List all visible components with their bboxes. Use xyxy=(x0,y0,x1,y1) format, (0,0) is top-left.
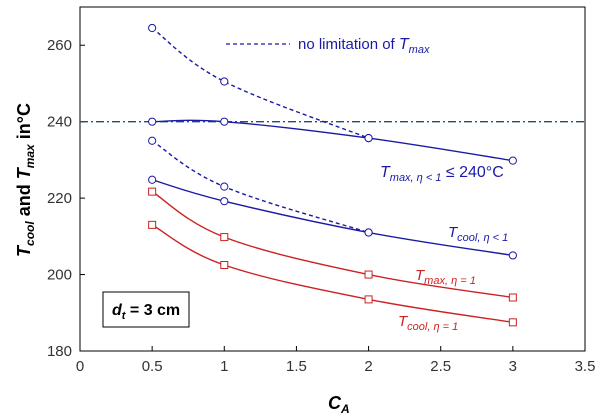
data-point-tmax-nolimit xyxy=(148,23,157,33)
x-tick-label: 2 xyxy=(364,358,372,375)
x-tick-label: 1 xyxy=(220,358,228,375)
data-point-tmax-eta1 xyxy=(508,293,517,302)
data-point-tcool-eta1 xyxy=(364,295,373,304)
x-tick-label: 3.5 xyxy=(575,358,596,375)
data-point-tmax-eta1 xyxy=(364,270,373,279)
y-axis-title: Tcool and Tmax in°C xyxy=(14,103,37,257)
data-point-tcool-eta1 xyxy=(148,220,157,229)
x-tick-label: 0 xyxy=(76,358,84,375)
data-point-tcool-eta-lt1 xyxy=(364,228,373,237)
y-tick-label: 180 xyxy=(47,343,72,360)
dt-box-text: dt = 3 cm xyxy=(112,302,180,322)
data-point-tcool-nolimit xyxy=(148,136,157,145)
data-point-tcool-eta1 xyxy=(508,318,517,327)
legend: no limitation of Tmax xyxy=(226,36,430,56)
series-line-tmax-nolimit xyxy=(151,27,369,139)
data-point-tmax-eta-lt1 xyxy=(220,117,229,126)
data-point-tmax-eta1 xyxy=(220,233,229,242)
x-tick-label: 1.5 xyxy=(286,358,307,375)
data-point-tmax-eta-lt1 xyxy=(508,156,517,165)
dt-label-box: dt = 3 cm xyxy=(102,291,190,328)
data-point-tmax-eta-lt1 xyxy=(148,117,157,126)
annotation-tmax-eta1: Tmax, η = 1 xyxy=(415,267,476,287)
annotation-tcool-eta1: Tcool, η = 1 xyxy=(398,313,458,333)
y-tick-label: 220 xyxy=(47,190,72,207)
data-point-tcool-eta-lt1 xyxy=(148,175,157,184)
x-axis-title: CA xyxy=(328,393,350,416)
y-tick-label: 240 xyxy=(47,114,72,131)
x-tick-label: 0.5 xyxy=(142,358,163,375)
legend-label: no limitation of Tmax xyxy=(298,36,430,56)
series-line-tcool-eta-lt1 xyxy=(151,179,513,257)
x-tick-label: 3 xyxy=(509,358,517,375)
data-point-tcool-nolimit xyxy=(220,182,229,191)
data-point-tmax-eta1 xyxy=(148,187,157,196)
markers-layer xyxy=(148,23,517,327)
series-line-tcool-eta1 xyxy=(151,224,513,324)
plot-frame xyxy=(79,6,586,352)
series-line-tmax-eta1 xyxy=(151,191,513,299)
x-tick-label: 2.5 xyxy=(430,358,451,375)
annotation-tcool-eta-lt1: Tcool, η < 1 xyxy=(448,224,508,244)
annotations-layer: Tmax, η < 1 ≤ 240°C Tcool, η < 1 Tmax, η… xyxy=(380,164,508,333)
ticks-layer: 0 0.5 1 1.5 2 2.5 3 3.5 180 200 220 240 260 xyxy=(47,37,595,375)
y-tick-label: 200 xyxy=(47,267,72,284)
data-point-tcool-eta-lt1 xyxy=(220,197,229,206)
data-point-tcool-eta-lt1 xyxy=(508,251,517,260)
y-tick-label: 260 xyxy=(47,37,72,54)
data-point-tmax-eta-lt1 xyxy=(364,134,373,143)
data-point-tmax-nolimit xyxy=(220,77,229,86)
annotation-tmax-eta-lt1: Tmax, η < 1 ≤ 240°C xyxy=(380,164,504,184)
data-point-tcool-eta1 xyxy=(220,261,229,269)
series-layer xyxy=(151,27,513,324)
dt-box-frame xyxy=(102,291,190,328)
series-line-tcool-nolimit xyxy=(151,140,369,234)
series-line-tmax-eta-lt1 xyxy=(152,119,513,162)
